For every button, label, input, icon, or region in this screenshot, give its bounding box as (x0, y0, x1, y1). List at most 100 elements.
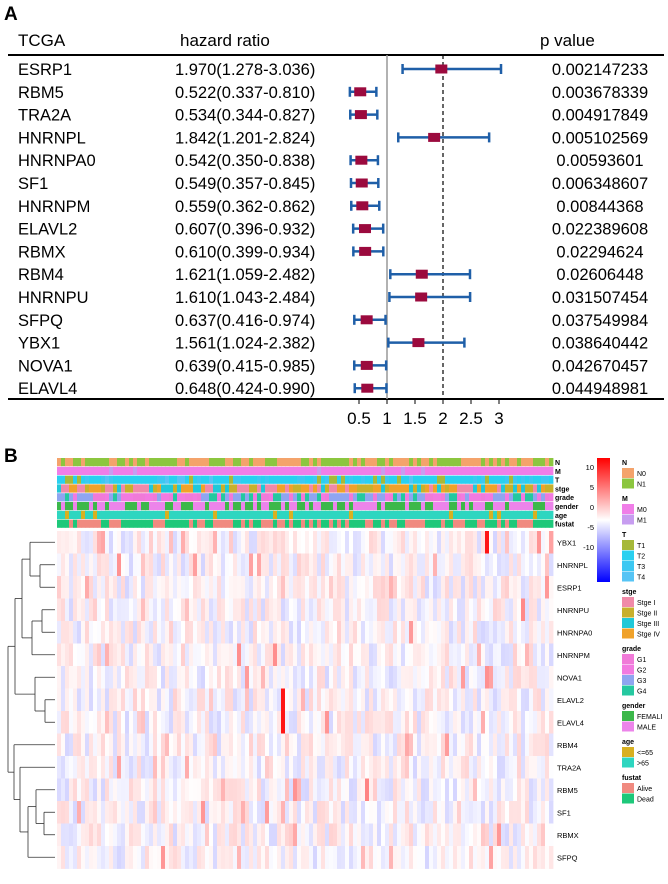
heatmap-cell (261, 576, 266, 599)
annotation-cell (101, 484, 106, 493)
heatmap-cell (529, 756, 534, 779)
heatmap-cell (293, 778, 298, 802)
annotation-cell (529, 466, 534, 475)
heatmap-cell (461, 531, 466, 554)
annotation-cell (109, 475, 114, 484)
heatmap-cell (137, 778, 142, 802)
heatmap-cell (321, 756, 326, 779)
annotation-cell (317, 493, 322, 502)
annotation-cell (233, 458, 238, 467)
annotation-cell (437, 502, 442, 511)
heatmap-cell (265, 733, 270, 757)
annotation-cell (305, 502, 310, 511)
heatmap-cell (129, 531, 134, 554)
heatmap-cell (217, 531, 222, 554)
heatmap-cell (545, 756, 550, 779)
annotation-cell (329, 466, 334, 475)
annotation-cell (409, 475, 414, 484)
heatmap-cell (93, 643, 98, 667)
annotation-cell (405, 519, 410, 528)
hazard-ratio-text: 1.610(1.043-2.484) (175, 289, 315, 307)
heatmap-cell (165, 621, 170, 644)
heatmap-cell (449, 823, 454, 847)
annotation-cell (89, 475, 94, 484)
annotation-cell (101, 475, 106, 484)
annotation-cell (165, 519, 170, 528)
heatmap-cell (73, 598, 78, 622)
annotation-cell (457, 493, 462, 502)
heatmap-cell (61, 643, 66, 667)
heatmap-cell (505, 823, 510, 847)
annotation-cell (129, 484, 134, 493)
heatmap-cell (173, 598, 178, 622)
heatmap-cell (57, 643, 62, 667)
heatmap-cell (481, 598, 486, 622)
annotation-cell (345, 519, 350, 528)
heatmap-cell (341, 643, 346, 667)
annotation-cell (305, 510, 310, 519)
annotation-cell (329, 493, 334, 502)
annotation-cell (105, 510, 110, 519)
heatmap-cell (465, 846, 470, 869)
legend-label: T2 (637, 554, 645, 561)
annotation-cell (405, 484, 410, 493)
annotation-cell (113, 502, 118, 511)
annotation-cell (61, 458, 66, 467)
heatmap-cell (537, 756, 542, 779)
heatmap-cell (457, 801, 462, 824)
heatmap-cell (457, 576, 462, 599)
annotation-cell (241, 510, 246, 519)
heatmap-cell (173, 846, 178, 869)
legend-swatch (622, 783, 634, 793)
annotation-cell (97, 466, 102, 475)
annotation-cell (489, 519, 494, 528)
annotation-cell (549, 484, 554, 493)
heatmap-cell (165, 598, 170, 622)
heatmap-cell (193, 801, 198, 824)
annotation-cell (149, 475, 154, 484)
heatmap-cell (485, 846, 490, 869)
annotation-cell (69, 493, 74, 502)
annotation-cell (257, 493, 262, 502)
annotation-cell (521, 466, 526, 475)
annotation-cell (417, 458, 422, 467)
heatmap-cell (477, 756, 482, 779)
heatmap-cell (473, 553, 478, 577)
annotation-cell (325, 484, 330, 493)
annotation-cell (157, 493, 162, 502)
heatmap-cell (389, 823, 394, 847)
heatmap-cell (417, 823, 422, 847)
annotation-cell (445, 493, 450, 502)
heatmap-row-label: RBMX (557, 831, 579, 840)
heatmap-cell (389, 733, 394, 757)
heatmap-cell (425, 846, 430, 869)
heatmap-cell (61, 531, 66, 554)
heatmap-cell (237, 576, 242, 599)
annotation-cell (165, 466, 170, 475)
annotation-cell (149, 493, 154, 502)
heatmap-cell (401, 733, 406, 757)
heatmap-cell (317, 801, 322, 824)
heatmap-cell (469, 756, 474, 779)
heatmap-cell (289, 733, 294, 757)
heatmap-cell (521, 733, 526, 757)
annotation-cell (261, 458, 266, 467)
annotation-cell (189, 484, 194, 493)
heatmap-cell (217, 756, 222, 779)
annotation-cell (481, 502, 486, 511)
annotation-cell (209, 493, 214, 502)
heatmap-cell (469, 711, 474, 734)
annotation-cell (373, 466, 378, 475)
annotation-cell (133, 519, 138, 528)
annotation-cell (481, 510, 486, 519)
annotation-cell (333, 502, 338, 511)
heatmap-cell (417, 733, 422, 757)
annotation-cell (101, 519, 106, 528)
annotation-cell (77, 458, 82, 467)
annotation-cell (313, 510, 318, 519)
heatmap-cell (73, 778, 78, 802)
heatmap-cell (313, 643, 318, 667)
heatmap-cell (81, 598, 86, 622)
hazard-ratio-text: 1.970(1.278-3.036) (175, 61, 315, 79)
heatmap-cell (521, 756, 526, 779)
